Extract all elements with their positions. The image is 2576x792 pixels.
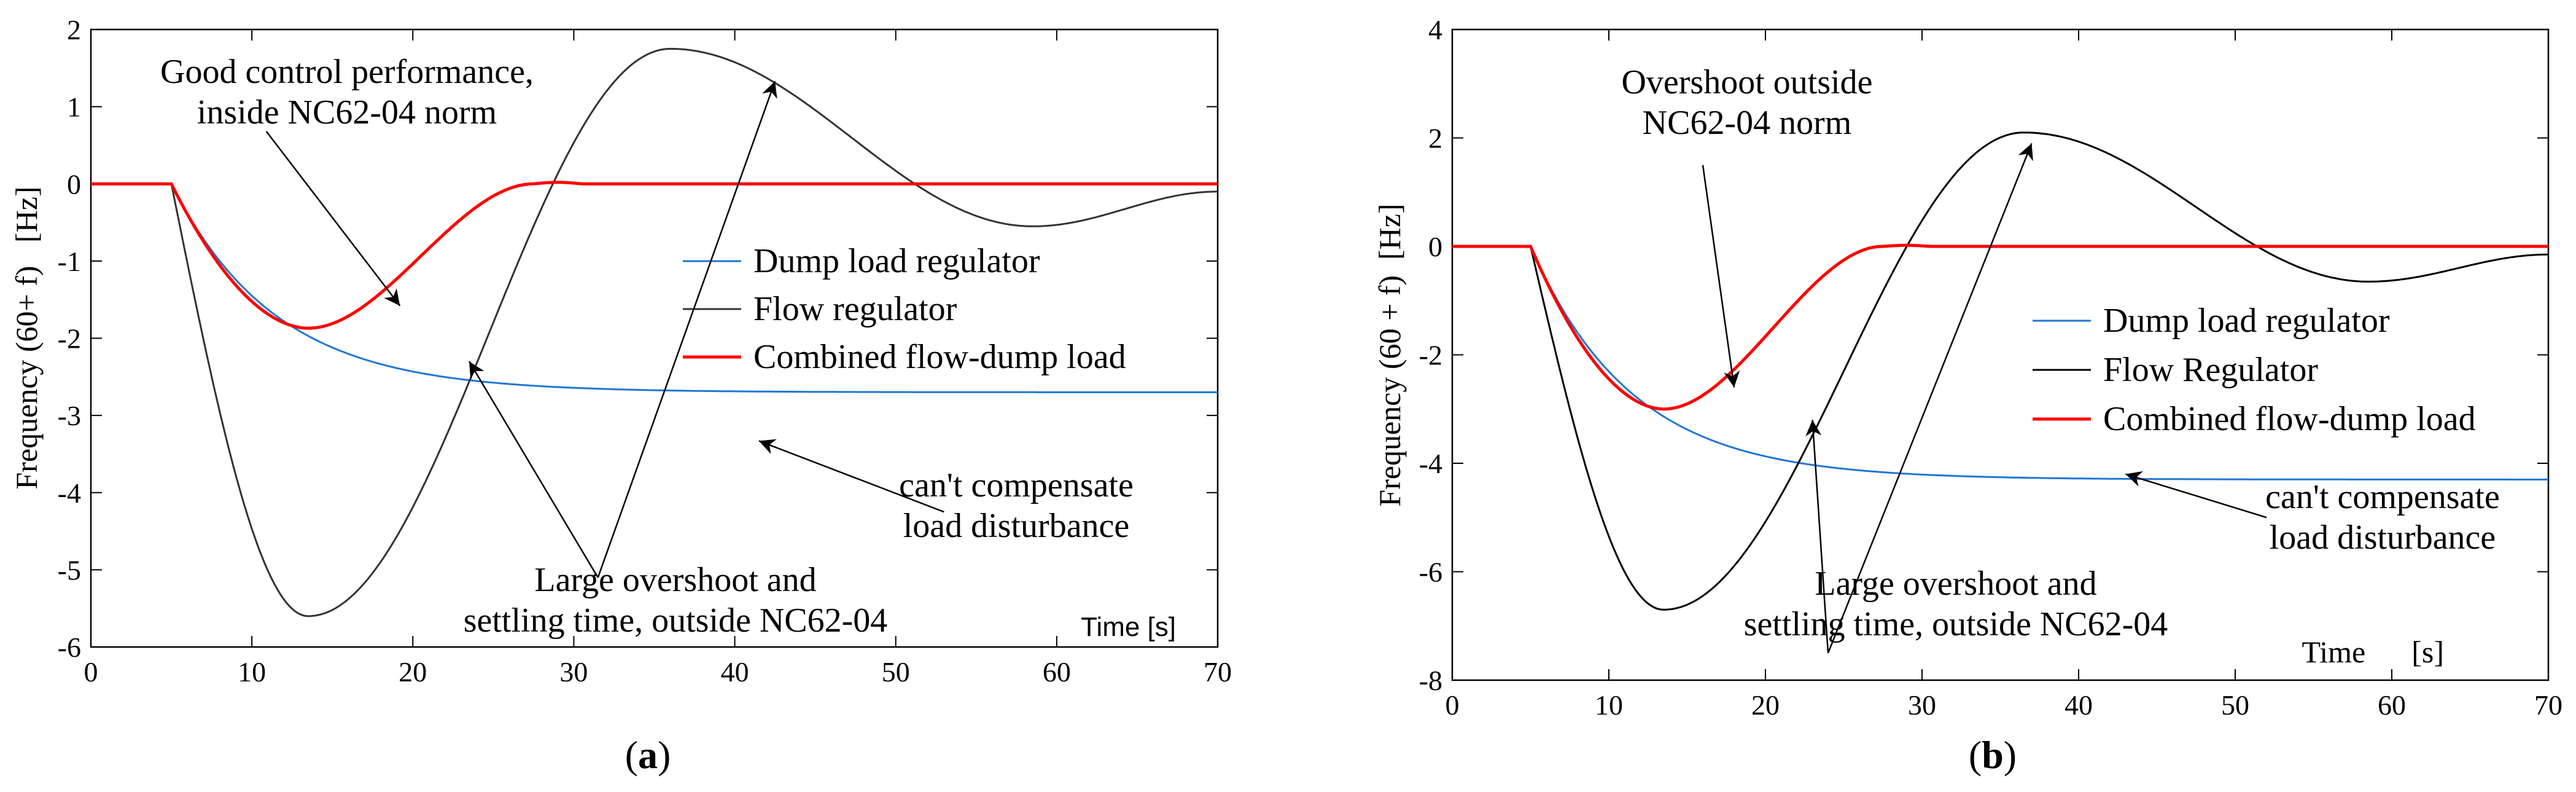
x-tick-label: 20 — [1751, 689, 1780, 721]
series-line-flow — [91, 47, 1218, 618]
x-tick-label: 50 — [2221, 689, 2249, 721]
x-tick-label: 0 — [1446, 689, 1460, 721]
x-tick-label: 40 — [721, 656, 749, 688]
series-line-flow — [1452, 131, 2548, 611]
legend: Dump load regulator Flow Regulator Combine… — [2033, 302, 2476, 438]
annotation-arrow — [1805, 420, 1829, 653]
y-tick-label: -4 — [58, 477, 81, 509]
x-tick-label: 10 — [238, 656, 266, 688]
legend-entry-flow: Flow Regulator — [2103, 351, 2318, 389]
legend-entry-combined: Combined flow-dump load — [753, 338, 1126, 376]
x-tick-label: 50 — [882, 656, 910, 688]
annotation-arrow — [758, 439, 944, 513]
annotation-3: Large overshoot and settling time, outsid… — [1744, 565, 2168, 643]
legend-entry-combined: Combined flow-dump load — [2103, 400, 2476, 438]
x-tick-label: 10 — [1595, 689, 1623, 721]
x-tick-label: 60 — [1043, 656, 1071, 688]
x-tick-label: 60 — [2378, 689, 2406, 721]
y-tick-label: 2 — [67, 14, 81, 45]
legend-entry-dump: Dump load regulator — [2103, 302, 2390, 340]
x-tick-label: 30 — [1908, 689, 1936, 721]
annotation-2: can't compensate load disturbance — [2265, 478, 2500, 557]
panel-label: (a) — [625, 733, 671, 777]
x-axis-label: Time [s] — [2302, 635, 2444, 669]
y-tick-label: -3 — [58, 400, 81, 431]
legend: Dump load regulator Flow regulator Combine… — [683, 242, 1126, 376]
annotation-3: Large overshoot and settling time, outsid… — [464, 561, 888, 640]
panel-label: (b) — [1969, 733, 2017, 777]
y-tick-label: 1 — [67, 92, 81, 123]
y-tick-label: 2 — [1428, 123, 1442, 154]
legend-entry-flow: Flow regulator — [753, 290, 957, 328]
series-line-dump — [1452, 245, 2548, 480]
y-tick-label: -6 — [1419, 557, 1442, 588]
annotation-arrow — [597, 80, 777, 578]
x-tick-label: 30 — [559, 656, 588, 688]
y-tick-label: -6 — [58, 632, 81, 663]
x-axis-label: Time [s] — [1081, 612, 1176, 642]
y-tick-label: 4 — [1428, 14, 1442, 45]
annotation-arrow — [1827, 143, 2033, 654]
chart-panel-a: 0 10 20 30 40 50 60 70210-1-2-3-4-5-6Frequency … — [9, 14, 1232, 777]
annotation-arrow — [2125, 471, 2267, 519]
x-tick-label: 70 — [2534, 689, 2562, 721]
y-axis-label: Frequency (60 + f) [Hz] — [1372, 203, 1407, 506]
annotation-1: Good control performance, inside NC62-04 … — [160, 53, 534, 131]
x-tick-label: 0 — [84, 656, 98, 688]
annotation-1: Overshoot outside NC62-04 norm — [1621, 63, 1872, 142]
annotation-2: can't compensate load disturbance — [899, 466, 1134, 545]
y-tick-label: -4 — [1419, 448, 1442, 479]
annotation-arrow — [265, 131, 401, 307]
y-tick-label: -2 — [58, 323, 81, 355]
x-tick-label: 70 — [1204, 656, 1232, 688]
y-axis-label: Frequency (60+ f) [Hz] — [9, 186, 44, 489]
y-tick-label: -5 — [58, 554, 81, 586]
y-tick-label: -1 — [58, 246, 81, 277]
legend-entry-dump: Dump load regulator — [753, 242, 1040, 280]
y-tick-label: -2 — [1419, 340, 1442, 371]
y-tick-label: 0 — [1428, 231, 1442, 262]
series-line-dump — [91, 182, 1218, 393]
annotation-arrow — [468, 361, 599, 578]
y-tick-label: -8 — [1419, 665, 1442, 696]
y-tick-label: 0 — [67, 168, 81, 200]
x-tick-label: 40 — [2064, 689, 2093, 721]
series-line-combined — [91, 181, 1218, 330]
annotation-arrow — [1702, 165, 1740, 388]
x-tick-label: 20 — [399, 656, 427, 688]
series-line-combined — [1452, 243, 2548, 411]
